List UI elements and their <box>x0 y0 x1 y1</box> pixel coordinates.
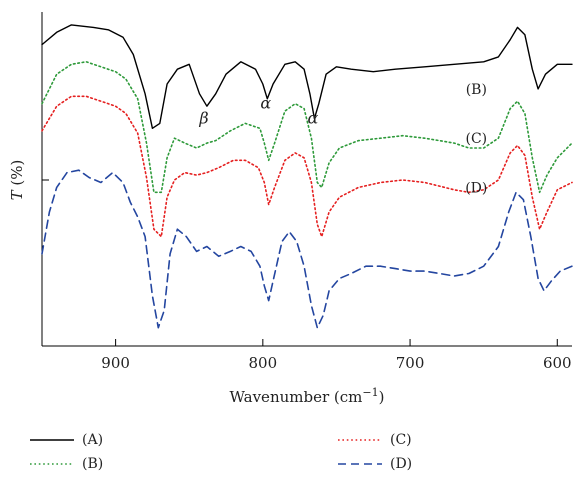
trace-label-b: (B) <box>466 82 487 98</box>
legend-label: (D) <box>390 456 413 472</box>
legend-item-b: (B) <box>28 454 103 474</box>
x-axis-label: Wavenumber (cm−1) <box>230 386 385 406</box>
legend-swatch-solid <box>30 439 74 441</box>
series-line-b <box>41 61 573 194</box>
axes <box>41 12 572 347</box>
legend-swatch-dotted <box>30 463 74 465</box>
y-axis-label: T (%) <box>8 160 26 201</box>
series-line-d <box>41 169 573 329</box>
x-tick-label: 900 <box>101 354 130 372</box>
legend-label: (B) <box>82 456 104 472</box>
legend-item-a: (A) <box>28 430 103 450</box>
trace-label-c: (C) <box>465 131 487 147</box>
x-ticks: 900 800 700 600 <box>101 339 572 372</box>
x-tick-label: 600 <box>543 354 572 372</box>
series-group <box>41 24 573 329</box>
peak-annotations: βαα <box>198 94 318 128</box>
peak-annotation: β <box>198 108 208 127</box>
trace-labels: (A)(B)(C)(D) <box>465 82 487 196</box>
legend-label: (C) <box>390 432 412 448</box>
legend-swatch-dashed <box>338 463 382 465</box>
legend-item-d: (D) <box>336 454 412 474</box>
peak-annotation: α <box>307 108 318 127</box>
legend-label: (A) <box>82 432 104 448</box>
legend-swatch-dotted <box>338 439 382 441</box>
legend: (A) (B) (C) (D) <box>0 420 573 478</box>
x-tick-label: 800 <box>249 354 278 372</box>
x-tick-label: 700 <box>396 354 425 372</box>
peak-annotation: α <box>260 94 271 113</box>
series-line-a <box>41 24 573 129</box>
legend-item-c: (C) <box>336 430 412 450</box>
trace-label-d: (D) <box>465 180 487 196</box>
series-line-c <box>41 95 573 238</box>
